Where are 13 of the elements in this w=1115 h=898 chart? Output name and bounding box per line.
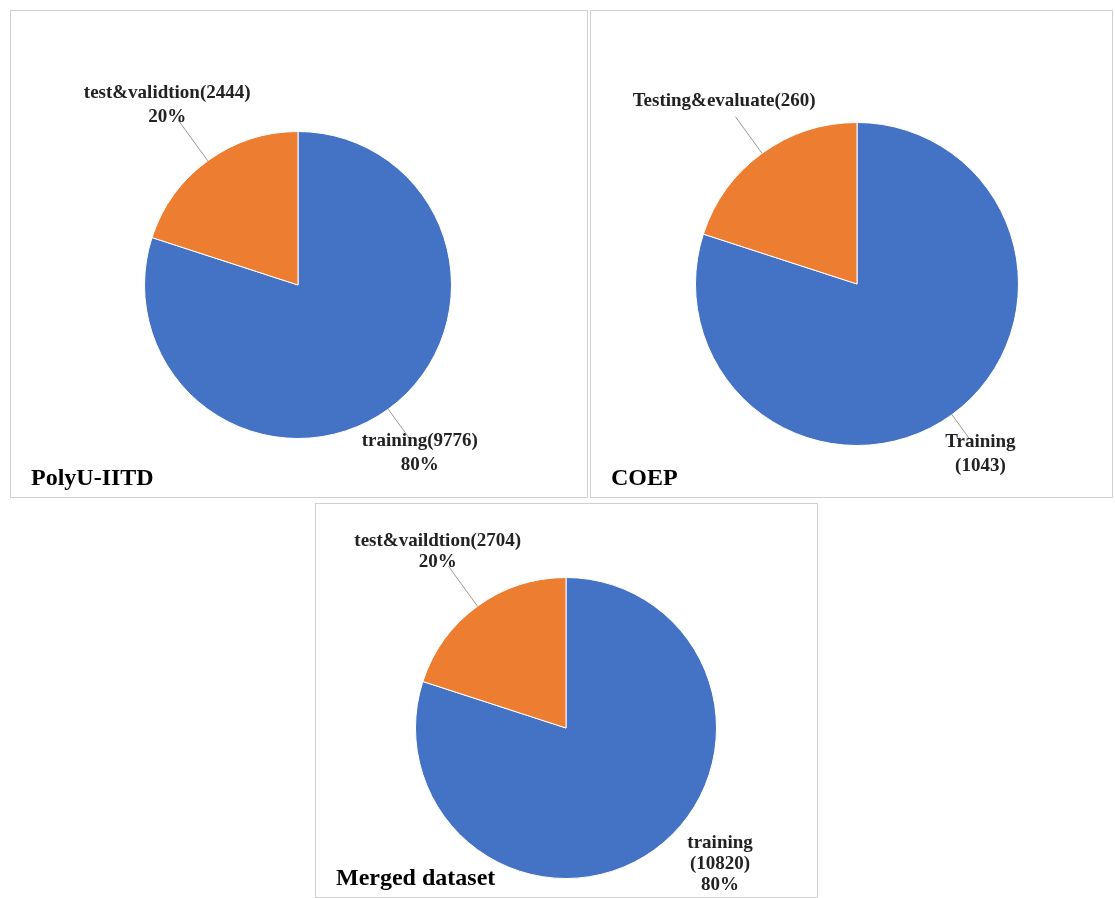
data-label: 80% [400, 452, 439, 474]
slice-label: training(9776) [361, 428, 478, 451]
slice-label: Testing&evaluate(260) [632, 88, 816, 111]
data-label: 20% [148, 104, 187, 126]
text: COEP [611, 464, 678, 490]
slice-label: test&vaildtion(2704) [354, 528, 522, 551]
data-label: 20% [418, 549, 457, 571]
text: Merged dataset [336, 864, 496, 890]
slice-label: training (10820) [687, 831, 754, 875]
slice-label: test&validtion(2444) [83, 80, 251, 103]
data-label: 80% [701, 873, 740, 895]
slice-label: Training (1043) [945, 429, 1017, 476]
text: PolyU-IITD [31, 464, 154, 490]
